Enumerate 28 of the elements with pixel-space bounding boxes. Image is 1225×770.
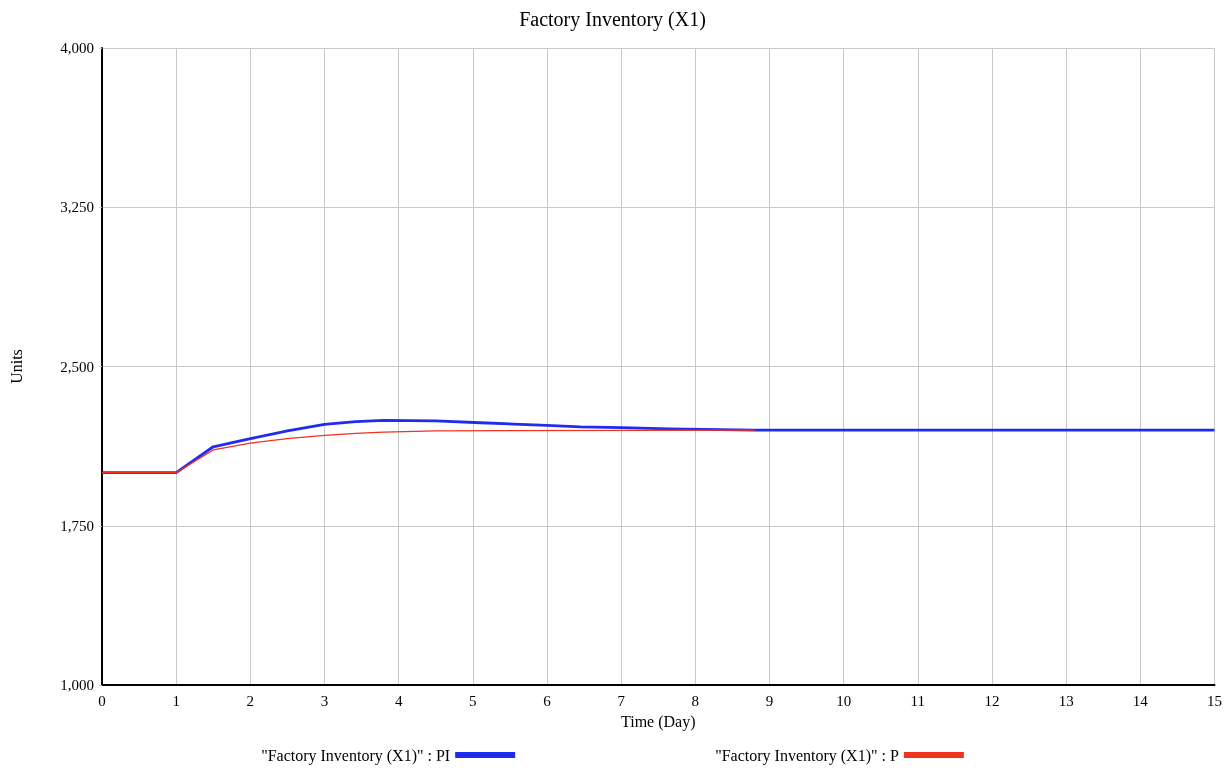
- x-tick-label: 10: [836, 692, 852, 709]
- x-tick-label: 6: [543, 692, 552, 709]
- x-tick-label: 14: [1132, 692, 1149, 709]
- x-tick-label: 11: [910, 692, 926, 709]
- line-series: [101, 429, 756, 474]
- chart-title: Factory Inventory (X1): [519, 8, 706, 31]
- y-tick-label: 3,250: [60, 199, 94, 216]
- x-axis-title: Time (Day): [620, 712, 696, 731]
- x-tick-label: 2: [246, 692, 255, 709]
- line-series: [100, 419, 1216, 475]
- x-tick-label: 5: [469, 692, 477, 709]
- legend-label: "Factory Inventory (X1)" : PI: [261, 746, 451, 765]
- x-tick-label: 9: [765, 692, 774, 709]
- y-tick-label: 1,750: [60, 517, 94, 534]
- x-tick-label: 13: [1058, 692, 1074, 709]
- x-tick-label: 1: [172, 692, 180, 709]
- legend-label: "Factory Inventory (X1)" : P: [715, 746, 899, 765]
- x-tick-label: 3: [320, 692, 329, 709]
- y-tick-label: 2,500: [60, 358, 94, 375]
- x-tick-label: 15: [1207, 692, 1222, 709]
- x-tick-label: 7: [617, 692, 626, 709]
- y-tick-label: 1,000: [60, 677, 94, 693]
- x-tick-label: 12: [984, 692, 1000, 709]
- x-tick-label: 0: [98, 692, 106, 709]
- x-tick-label: 8: [691, 692, 700, 709]
- y-axis-title: Units: [7, 349, 25, 384]
- y-tick-label: 4,000: [60, 40, 94, 56]
- x-tick-label: 4: [394, 692, 403, 709]
